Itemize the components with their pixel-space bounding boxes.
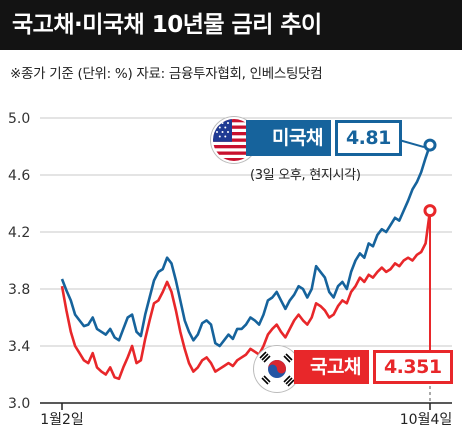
us-end-point (423, 138, 437, 152)
y-tick-label: 4.2 (8, 225, 30, 241)
x-tick-label: 10월4일 (400, 412, 452, 428)
us-series-line (60, 144, 432, 348)
gridlines (40, 117, 452, 347)
kr-series-name: 국고채 (294, 350, 369, 384)
kr-end-point (423, 204, 437, 218)
source-note: ※종가 기준 (단위: %) 자료: 금융투자협회, 인베스팅닷컴 (10, 66, 323, 82)
us-time-note: (3일 오후, 현지시각) (250, 168, 361, 183)
kr-series-line (60, 210, 432, 381)
y-tick-label: 4.6 (8, 168, 30, 184)
y-tick-label: 3.0 (8, 396, 30, 412)
chart-title: 국고채·미국채 10년물 금리 추이 (0, 0, 462, 50)
us-latest-value: 4.81 (334, 120, 402, 156)
y-tick-label: 5.0 (8, 111, 30, 127)
y-tick-label: 3.4 (8, 339, 30, 355)
korea-flag-icon (254, 346, 300, 392)
us-series-label: 미국채 4.81 (246, 120, 402, 156)
us-series-name: 미국채 (246, 120, 331, 156)
kr-latest-value: 4.351 (372, 350, 453, 384)
x-axis: 1월2일 10월4일 (40, 260, 452, 428)
series-lines (60, 137, 437, 381)
y-axis: 3.0 3.4 3.8 4.2 4.6 5.0 (8, 111, 30, 412)
y-tick-label: 3.8 (8, 282, 30, 298)
kr-series-label: 국고채 4.351 (294, 350, 453, 384)
x-tick-label: 1월2일 (40, 412, 84, 428)
